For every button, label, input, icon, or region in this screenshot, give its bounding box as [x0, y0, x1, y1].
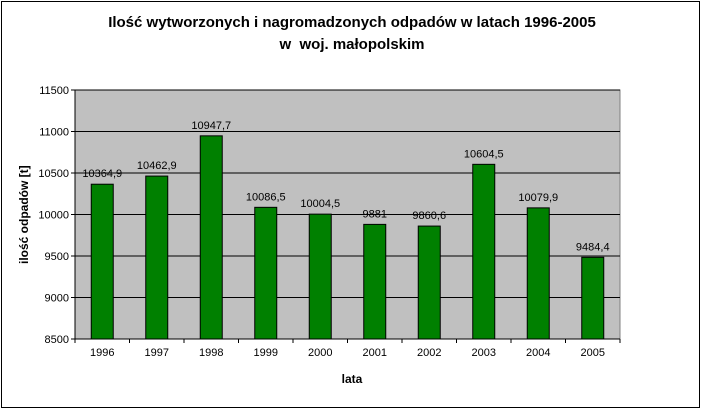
- y-tick-label: 11500: [39, 85, 69, 97]
- bar-2003: [472, 163, 496, 340]
- bar-2000: [308, 213, 332, 340]
- x-tick-label: 1999: [254, 347, 278, 359]
- data-label: 10079,9: [518, 192, 558, 204]
- y-tick-label: 8500: [45, 334, 69, 346]
- y-axis-label: ilość odpadów [t]: [17, 165, 31, 264]
- y-tick-label: 11000: [39, 127, 69, 139]
- y-tick-label: 9000: [45, 293, 69, 305]
- x-tick-label: 2003: [472, 347, 496, 359]
- bar-1996: [90, 183, 114, 340]
- bar-2005: [581, 256, 605, 340]
- x-axis-label: lata: [341, 372, 363, 386]
- x-tick-label: 1997: [145, 347, 169, 359]
- data-label: 9860,6: [412, 210, 446, 222]
- x-tick-label: 1996: [90, 347, 114, 359]
- chart-title-line-1: Ilość wytworzonych i nagromadzonych odpa…: [108, 14, 596, 31]
- data-label: 10604,5: [464, 148, 504, 160]
- y-tick-labels: 8500 9000 9500 10000 10500 11000 11500: [38, 85, 69, 346]
- x-tick-label: 2001: [363, 347, 387, 359]
- x-tick-labels: 1996 1997 1998 1999 2000 2001 2002 2003 2004 2005: [90, 347, 605, 359]
- data-label: 10947,7: [191, 120, 231, 132]
- bar-1997: [145, 175, 169, 340]
- bar-2004: [526, 207, 550, 340]
- x-tick-label: 2000: [308, 347, 332, 359]
- data-label: 10364,9: [82, 168, 122, 180]
- y-tick-label: 10500: [38, 168, 69, 180]
- bar-1998: [199, 135, 223, 340]
- x-tick-label: 2004: [526, 347, 550, 359]
- data-label: 10462,9: [137, 160, 177, 172]
- x-tick-label: 1998: [199, 347, 223, 359]
- data-label: 10004,5: [300, 198, 340, 210]
- y-tick-label: 9500: [45, 251, 69, 263]
- data-label: 10086,5: [246, 191, 286, 203]
- chart-title: Ilość wytworzonych i nagromadzonych odpa…: [0, 12, 704, 56]
- axes: [71, 89, 621, 343]
- data-label: 9881: [363, 208, 387, 220]
- x-tick-label: 2002: [417, 347, 441, 359]
- data-label: 9484,4: [576, 241, 610, 253]
- x-tick-label: 2005: [581, 347, 605, 359]
- data-labels: 10364,9 10462,9 10947,7 10086,5 10004,5 9881 9…: [82, 120, 609, 253]
- chart-title-line-2: w woj. małopolskim: [279, 36, 425, 53]
- bar-2001: [363, 223, 387, 340]
- bar-2002: [417, 225, 441, 340]
- bar-1999: [254, 206, 278, 340]
- y-tick-label: 10000: [38, 210, 69, 222]
